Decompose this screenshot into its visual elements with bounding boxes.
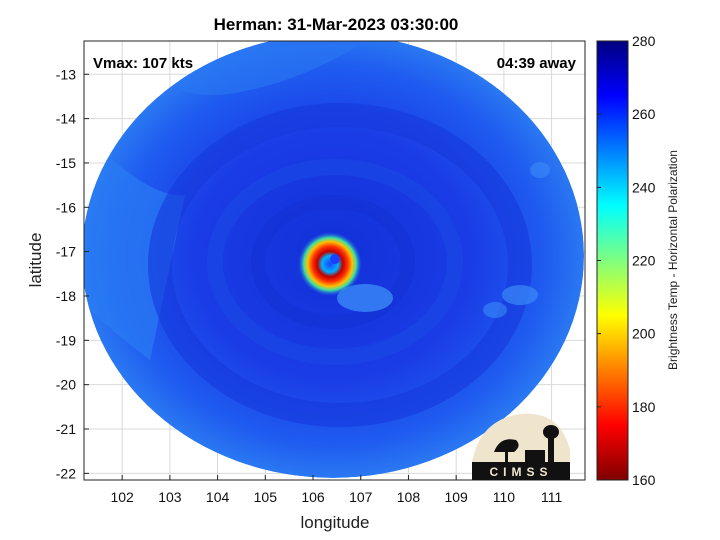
colorbar: 280 260 240 220 200 180 160 Brightness Temp - … [596,33,680,488]
logo-dish [494,439,519,452]
y-axis-label: latitude [26,233,45,288]
inner-dark-ring [251,195,415,329]
plot-area: 102 103 104 105 106 107 108 109 110 111 -13 -14 -15… [56,40,586,505]
eyewall [298,232,362,296]
colorbar-label: Brightness Temp - Horizontal Polarizatio… [666,150,680,370]
x-tick-label: 110 [493,489,516,505]
logo-text: CIMSS [489,465,552,479]
cimss-logo: CIMSS [472,413,570,480]
colorbar-gradient [596,40,629,481]
x-tick-label: 104 [206,489,230,505]
logo-building [525,450,545,462]
x-tick-label: 107 [349,489,373,505]
colorbar-tick-label: 240 [632,179,656,195]
y-tick-label: -22 [56,465,76,481]
colorbar-tick-label: 280 [632,33,656,49]
y-tick-label: -15 [56,155,76,171]
colorbar-tick-label: 160 [632,472,656,488]
x-axis-ticks: 102 103 104 105 106 107 108 109 110 111 [110,475,562,505]
swath-edge-top [180,44,360,95]
logo-dish-stand [505,448,508,462]
time-away-annotation: 04:39 away [497,55,577,72]
logo-tower-leg [548,436,554,462]
colorbar-tick-label: 220 [632,253,656,269]
logo-tower-tank [543,425,559,439]
y-tick-label: -13 [56,66,76,82]
spiral-band-inner [207,159,463,365]
x-tick-label: 108 [397,489,421,505]
logo-band [472,462,570,480]
spiral-band-outer [148,103,532,427]
y-tick-label: -18 [56,288,76,304]
x-tick-label: 105 [254,489,278,505]
x-tick-label: 103 [158,489,182,505]
chart-title: Herman: 31-Mar-2023 03:30:00 [214,15,459,34]
y-tick-label: -17 [56,244,76,260]
colorbar-ticks: 280 260 240 220 200 180 160 [597,33,656,488]
colorbar-tick-label: 260 [632,106,656,122]
rainband-patch-4 [530,162,550,178]
brightness-swath [84,41,584,478]
x-tick-label: 106 [301,489,325,505]
vmax-annotation: Vmax: 107 kts [93,55,193,72]
y-tick-label: -19 [56,332,76,348]
storm-eye [330,254,340,264]
y-axis-ticks: -13 -14 -15 -16 -17 -18 -19 -20 -21 -22 [56,66,89,481]
y-tick-label: -21 [56,421,76,437]
x-tick-label: 109 [444,489,468,505]
y-tick-label: -20 [56,377,76,393]
colorbar-tick-label: 180 [632,399,656,415]
colorbar-tick-label: 200 [632,326,656,342]
y-tick-label: -14 [56,111,76,127]
y-tick-label: -16 [56,199,76,215]
rainband-patch-1 [337,284,393,312]
rainband-patch-3 [483,302,507,318]
rainband-patch-2 [502,285,538,305]
x-axis-label: longitude [300,513,369,532]
x-tick-label: 111 [541,489,562,505]
x-tick-label: 102 [110,489,134,505]
plot-frame [83,40,586,481]
